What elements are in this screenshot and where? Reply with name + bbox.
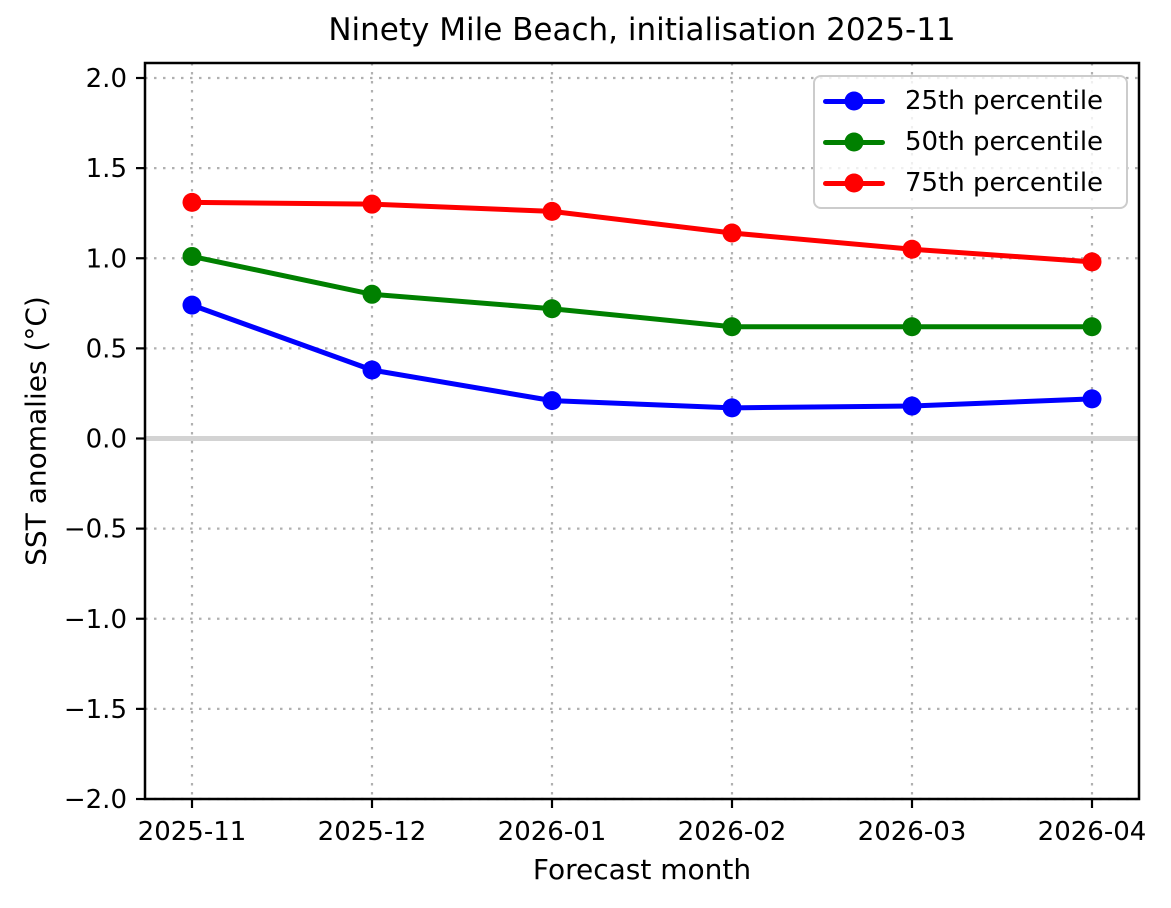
x-tick-label: 2026-01 [498,817,607,847]
y-tick-label: −0.5 [64,515,127,545]
legend-entry-75th-percentile: 75th percentile [815,163,1126,204]
legend-line-marker-icon [823,131,885,153]
data-point-50th-percentile [902,317,922,337]
legend-entry-25th-percentile: 25th percentile [815,81,1126,122]
legend-label: 75th percentile [905,168,1104,198]
legend-line-marker-icon [823,172,885,194]
y-tick-label: −2.0 [64,785,127,815]
chart-title: Ninety Mile Beach, initialisation 2025-1… [328,12,956,48]
y-tick-label: 1.5 [86,154,127,184]
y-tick-label: −1.0 [64,605,127,635]
legend: 25th percentile 50th percentile 75th perce… [813,75,1128,209]
legend-marker-icon [844,173,864,193]
data-point-25th-percentile [1082,389,1102,409]
data-point-75th-percentile [1082,252,1102,272]
data-point-75th-percentile [542,201,562,221]
x-tick-label: 2026-04 [1038,817,1147,847]
y-tick-label: 0.0 [86,425,127,455]
data-point-75th-percentile [182,192,202,212]
data-point-25th-percentile [182,295,202,315]
axes-frame [143,61,1141,801]
x-tick-label: 2026-02 [678,817,787,847]
data-point-25th-percentile [542,391,562,411]
x-tick-label: 2026-03 [858,817,967,847]
legend-label: 50th percentile [905,127,1104,157]
data-point-50th-percentile [722,317,742,337]
data-point-50th-percentile [362,284,382,304]
x-tick-label: 2025-11 [138,817,247,847]
x-tick-label: 2025-12 [318,817,427,847]
data-point-50th-percentile [542,299,562,319]
data-point-25th-percentile [362,360,382,380]
x-axis-label: Forecast month [532,853,752,886]
y-tick-label: 1.0 [86,244,127,274]
legend-marker-icon [844,132,864,152]
data-point-50th-percentile [1082,317,1102,337]
y-tick-label: 0.5 [86,334,127,364]
y-tick-label: 2.0 [86,64,127,94]
legend-label: 25th percentile [905,86,1104,116]
legend-line-marker-icon [823,90,885,112]
series-line-25th-percentile [189,302,1095,411]
y-tick-label: −1.5 [64,695,127,725]
legend-entry-50th-percentile: 50th percentile [815,122,1126,163]
data-point-75th-percentile [722,223,742,243]
legend-marker-icon [844,91,864,111]
series-line-75th-percentile [189,199,1095,265]
data-point-50th-percentile [182,246,202,266]
data-point-25th-percentile [902,396,922,416]
data-point-25th-percentile [722,398,742,418]
data-point-75th-percentile [902,239,922,259]
series-line-50th-percentile [189,253,1095,330]
data-point-75th-percentile [362,194,382,214]
